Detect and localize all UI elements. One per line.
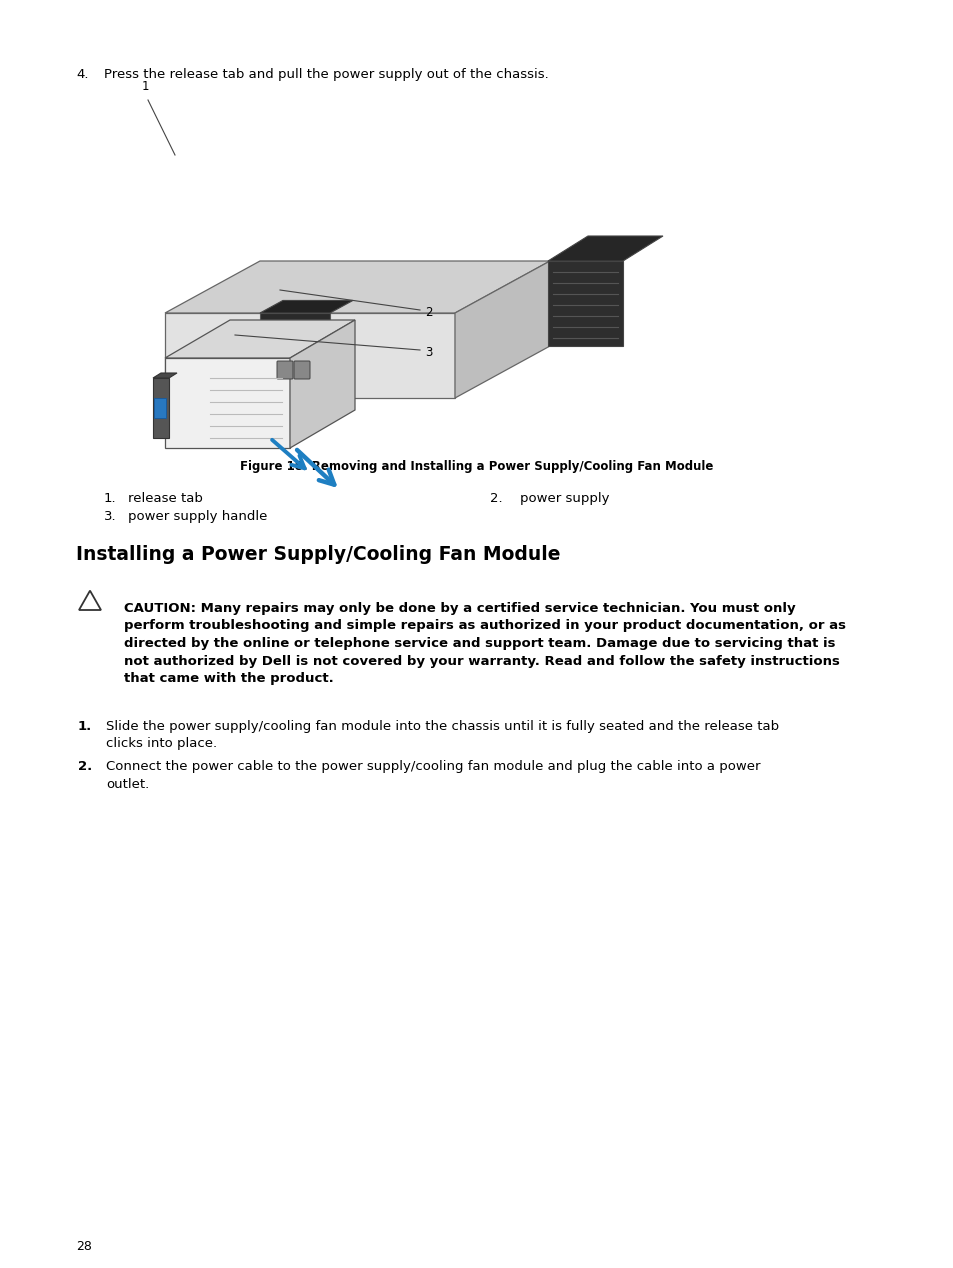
Text: 3: 3 [424, 345, 432, 359]
Text: 2: 2 [424, 306, 432, 318]
FancyBboxPatch shape [276, 361, 293, 379]
Text: 3.: 3. [104, 510, 116, 522]
Text: outlet.: outlet. [106, 777, 149, 790]
Polygon shape [165, 358, 290, 448]
Text: 4.: 4. [76, 68, 89, 81]
Polygon shape [165, 261, 550, 313]
Text: 2.: 2. [78, 760, 92, 773]
Text: perform troubleshooting and simple repairs as authorized in your product documen: perform troubleshooting and simple repai… [124, 620, 845, 633]
Text: release tab: release tab [128, 492, 203, 505]
Text: Figure 18. Removing and Installing a Power Supply/Cooling Fan Module: Figure 18. Removing and Installing a Pow… [240, 460, 713, 473]
Polygon shape [547, 261, 622, 346]
Text: that came with the product.: that came with the product. [124, 672, 334, 685]
Text: power supply: power supply [519, 492, 609, 505]
Bar [152, 378, 169, 437]
Polygon shape [547, 236, 662, 261]
FancyBboxPatch shape [294, 361, 310, 379]
Bar [153, 398, 166, 418]
Polygon shape [165, 320, 355, 358]
Text: 2.: 2. [490, 492, 502, 505]
Text: 1.: 1. [78, 720, 92, 733]
Polygon shape [260, 301, 353, 313]
Polygon shape [260, 313, 330, 398]
Text: 28: 28 [76, 1240, 91, 1253]
Text: Slide the power supply/cooling fan module into the chassis until it is fully sea: Slide the power supply/cooling fan modul… [106, 720, 779, 733]
Polygon shape [290, 320, 355, 448]
Text: Press the release tab and pull the power supply out of the chassis.: Press the release tab and pull the power… [104, 68, 548, 81]
Polygon shape [152, 373, 177, 378]
Text: not authorized by Dell is not covered by your warranty. Read and follow the safe: not authorized by Dell is not covered by… [124, 654, 839, 667]
Text: clicks into place.: clicks into place. [106, 738, 217, 751]
Polygon shape [165, 313, 455, 398]
Text: 1.: 1. [104, 492, 116, 505]
Polygon shape [455, 261, 550, 398]
Text: power supply handle: power supply handle [128, 510, 267, 522]
Text: 1: 1 [141, 80, 149, 93]
Text: CAUTION: Many repairs may only be done by a certified service technician. You mu: CAUTION: Many repairs may only be done b… [124, 602, 795, 615]
Text: directed by the online or telephone service and support team. Damage due to serv: directed by the online or telephone serv… [124, 637, 835, 650]
Text: Connect the power cable to the power supply/cooling fan module and plug the cabl: Connect the power cable to the power sup… [106, 760, 760, 773]
Text: Installing a Power Supply/Cooling Fan Module: Installing a Power Supply/Cooling Fan Mo… [76, 545, 560, 564]
